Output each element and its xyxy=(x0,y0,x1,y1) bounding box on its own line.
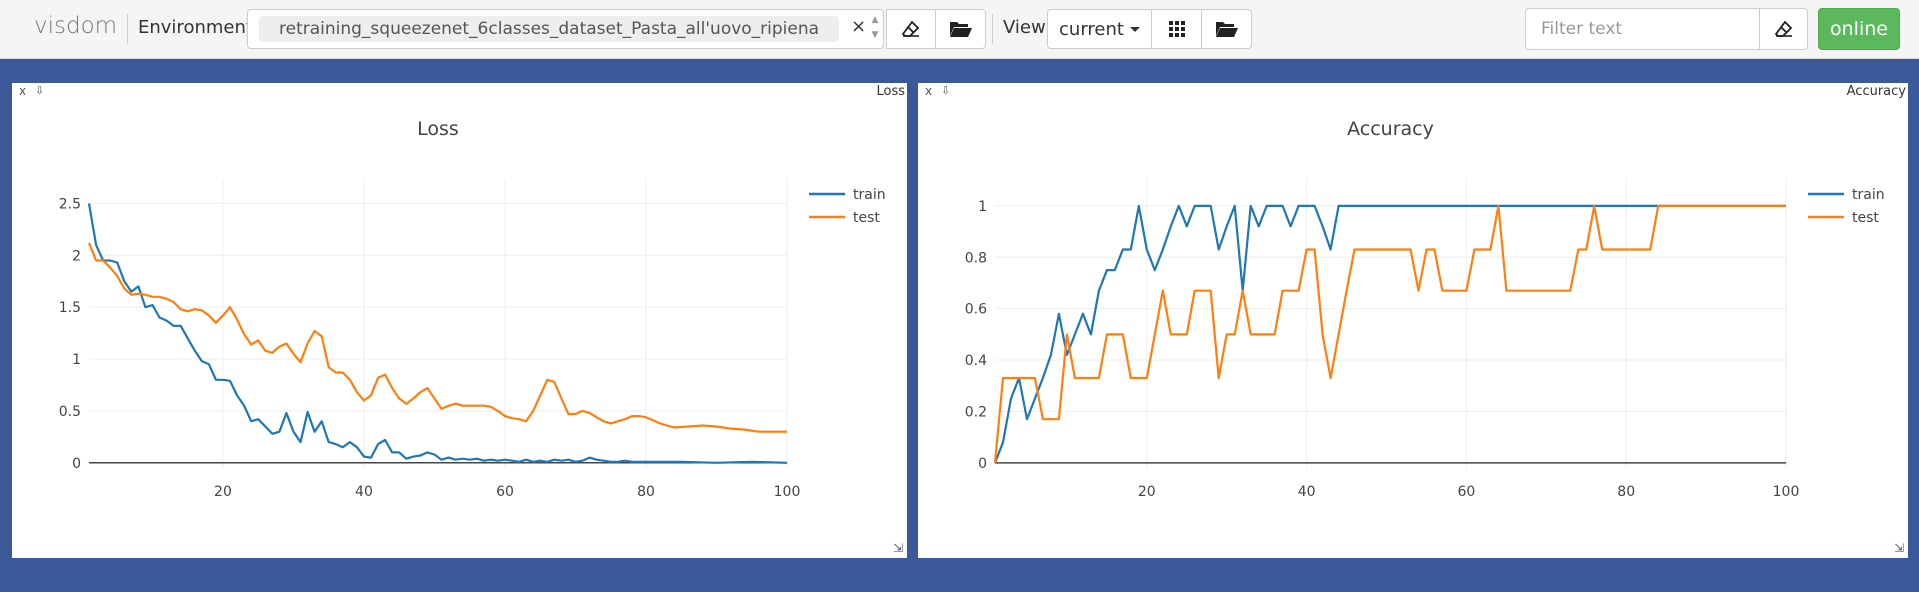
series-line-test xyxy=(993,204,1786,464)
divider xyxy=(127,14,128,44)
y-tick-label: 1 xyxy=(978,199,987,215)
chart-title: Loss xyxy=(417,118,459,140)
legend-label-test: test xyxy=(853,210,880,226)
loss-pane[interactable]: x ⇩ Loss Loss 20 40 60 80 100 0 0.5 1 1.5 2 2.5 trai… xyxy=(12,83,907,558)
series-line-train xyxy=(87,203,788,464)
x-tick-label: 40 xyxy=(1298,484,1316,500)
legend-label-test: test xyxy=(1852,210,1879,226)
y-tick-label: 0.4 xyxy=(965,353,987,369)
select-arrows-icon[interactable]: ▲ ▼ xyxy=(871,15,879,40)
accuracy-chart: Accuracy 20 40 60 80 100 0 0.2 0.4 0.6 0.8 1 train te… xyxy=(965,118,1885,500)
x-tick-label: 80 xyxy=(1617,484,1635,500)
y-tick-label: 2 xyxy=(72,248,81,264)
chart-title: Accuracy xyxy=(1347,118,1434,140)
x-tick-label: 40 xyxy=(355,484,373,500)
eraser-icon xyxy=(1774,20,1792,37)
y-tick-label: 2.5 xyxy=(59,196,81,212)
view-label: View xyxy=(1003,17,1046,38)
y-tick-label: 0.5 xyxy=(59,404,81,420)
view-select[interactable]: current xyxy=(1047,9,1152,49)
y-tick-label: 1.5 xyxy=(59,300,81,316)
repack-button[interactable] xyxy=(1151,9,1202,49)
download-icon[interactable]: ⇩ xyxy=(35,84,45,97)
connection-status-button[interactable]: online xyxy=(1818,8,1900,50)
manage-env-button[interactable] xyxy=(935,9,986,49)
brand-logo[interactable]: visdom xyxy=(34,13,118,39)
accuracy-pane[interactable]: x ⇩ Accuracy Accuracy 20 40 60 80 100 0 0.2 0.4 0… xyxy=(918,83,1908,558)
x-tick-label: 80 xyxy=(637,484,655,500)
filter-input[interactable] xyxy=(1525,8,1760,50)
x-tick-label: 20 xyxy=(1138,484,1156,500)
loss-chart: Loss 20 40 60 80 100 0 0.5 1 1.5 2 2.5 train test xyxy=(59,118,886,500)
pane-title: Accuracy xyxy=(1846,84,1906,99)
pane-title: Loss xyxy=(876,84,905,99)
y-tick-label: 0 xyxy=(978,456,987,472)
eraser-icon xyxy=(901,20,920,37)
navbar: visdom Environment retraining_squeezenet… xyxy=(0,0,1919,59)
x-tick-label: 60 xyxy=(1457,484,1475,500)
folder-open-icon xyxy=(949,22,972,37)
clear-environment-icon[interactable]: × xyxy=(851,16,867,37)
x-tick-label: 60 xyxy=(496,484,514,500)
y-tick-label: 0.2 xyxy=(965,404,987,420)
grid-icon xyxy=(1168,21,1185,37)
y-tick-label: 0.8 xyxy=(965,250,987,266)
y-tick-label: 0 xyxy=(72,456,81,472)
x-tick-label: 20 xyxy=(214,484,232,500)
series-line-train xyxy=(993,204,1786,464)
series-line-test xyxy=(87,242,787,433)
environment-label: Environment xyxy=(138,17,253,38)
clear-env-button[interactable] xyxy=(886,9,936,49)
y-tick-label: 0.6 xyxy=(965,302,987,318)
legend-label-train: train xyxy=(1852,187,1885,203)
x-tick-label: 100 xyxy=(1773,484,1800,500)
y-tick-label: 1 xyxy=(72,352,81,368)
resize-handle-icon[interactable]: ⇲ xyxy=(1893,541,1904,555)
clear-filter-button[interactable] xyxy=(1759,8,1808,50)
manage-views-button[interactable] xyxy=(1201,9,1252,49)
environment-tag[interactable]: retraining_squeezenet_6classes_dataset_P… xyxy=(259,16,840,42)
legend-label-train: train xyxy=(853,187,886,203)
close-pane-icon[interactable]: x xyxy=(19,84,27,98)
environment-select[interactable]: retraining_squeezenet_6classes_dataset_P… xyxy=(247,9,884,49)
view-select-value: current xyxy=(1059,18,1124,40)
resize-handle-icon[interactable]: ⇲ xyxy=(892,541,903,555)
divider xyxy=(992,14,993,44)
download-icon[interactable]: ⇩ xyxy=(941,84,951,97)
x-tick-label: 100 xyxy=(774,484,801,500)
folder-open-icon xyxy=(1215,22,1238,37)
close-pane-icon[interactable]: x xyxy=(925,84,933,98)
chevron-down-icon xyxy=(1129,26,1140,32)
